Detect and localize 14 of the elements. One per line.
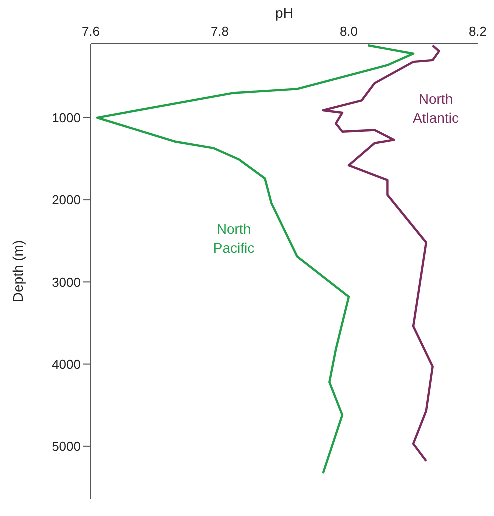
y-tick-label: 4000 xyxy=(52,356,81,372)
y-tick-label: 3000 xyxy=(52,274,81,290)
x-tick-label: 8.0 xyxy=(340,24,358,39)
y-tick-label: 5000 xyxy=(52,439,81,454)
series-label: North Atlantic xyxy=(412,90,460,128)
x-tick-label: 8.2 xyxy=(468,24,488,39)
y-tick-label: 1000 xyxy=(52,110,81,126)
x-tick-label: 7.8 xyxy=(210,24,230,39)
y-tick-label: 2000 xyxy=(52,192,81,208)
x-axis-title: pH xyxy=(276,4,294,21)
x-tick-label: 7.6 xyxy=(82,24,100,39)
line-series xyxy=(96,44,415,475)
series-label: North Pacific xyxy=(212,220,256,258)
y-axis-title: Depth (m) xyxy=(10,240,26,303)
